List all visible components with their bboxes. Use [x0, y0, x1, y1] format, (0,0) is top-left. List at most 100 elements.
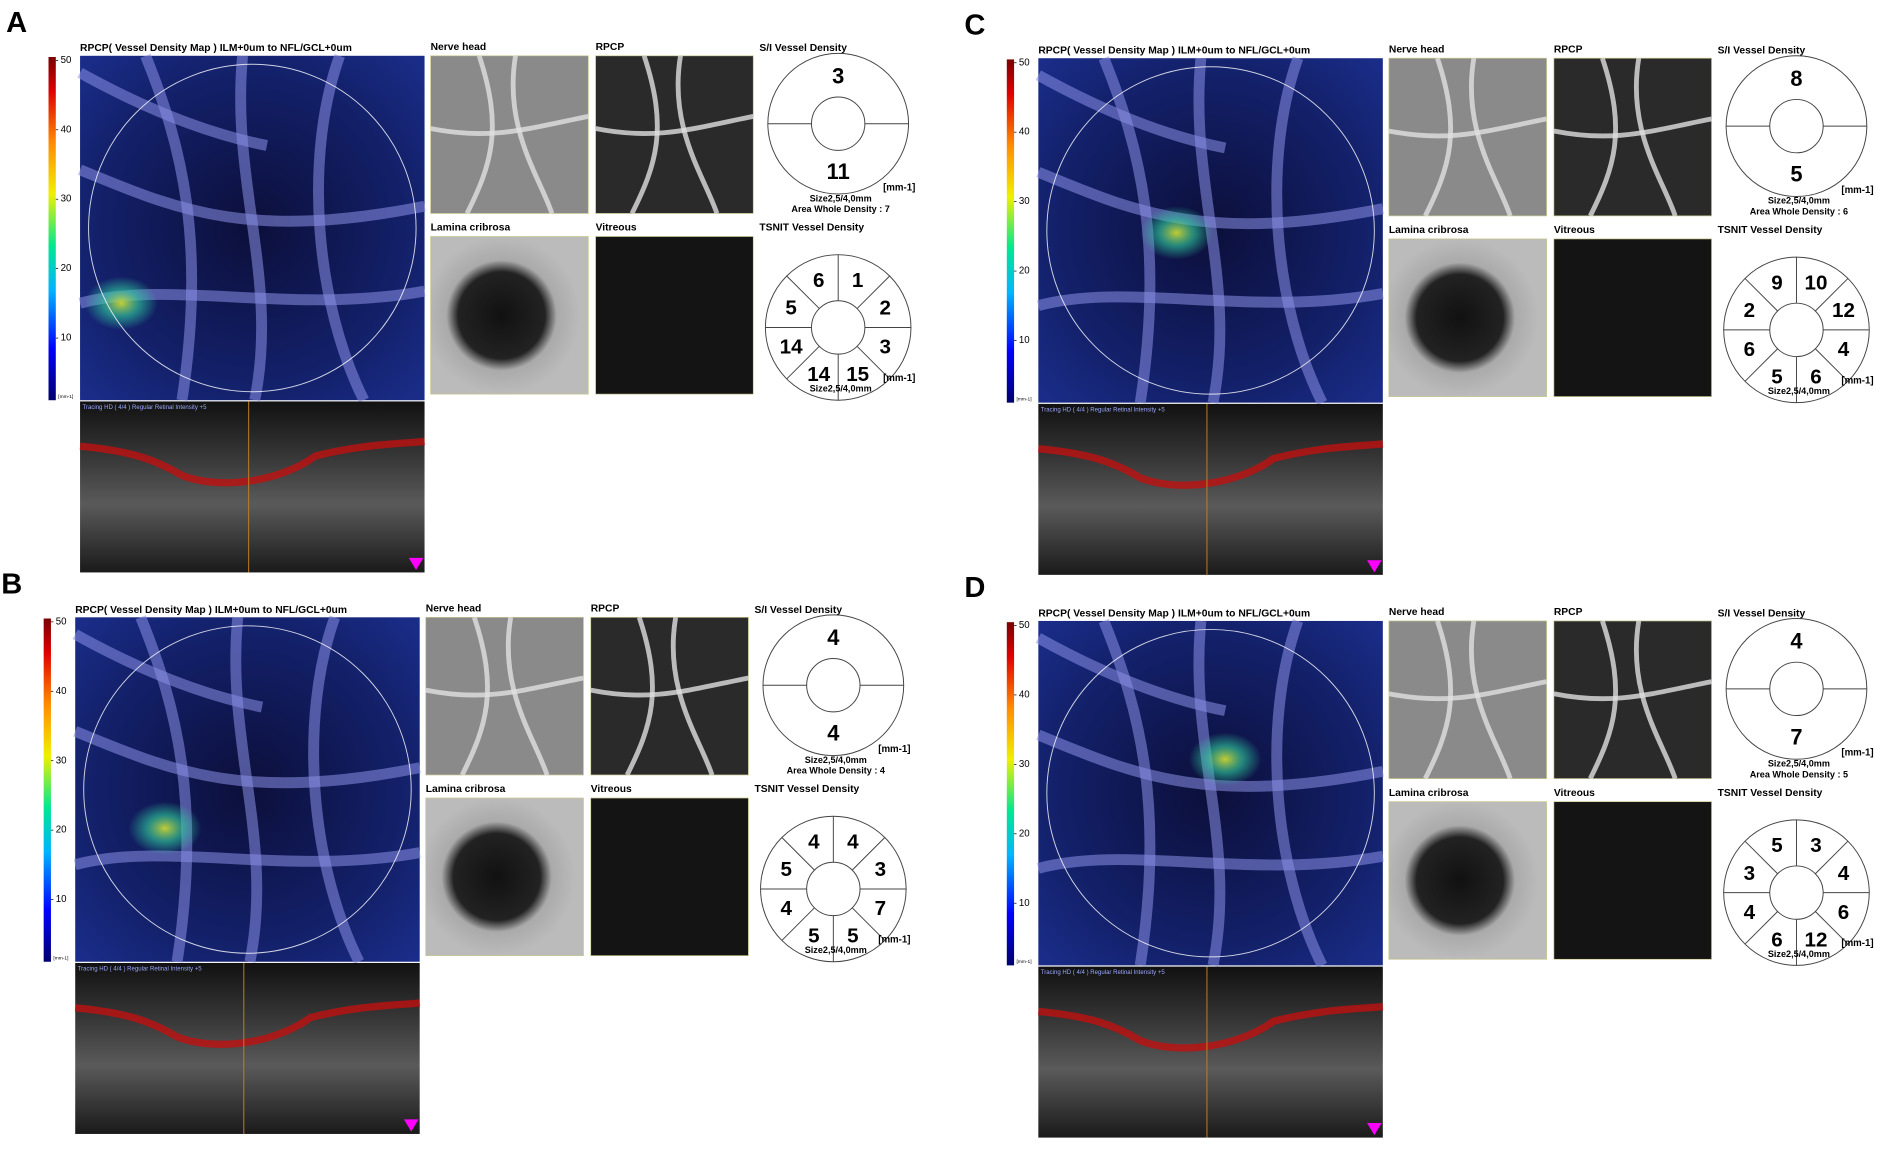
density-hotspot: [1188, 732, 1262, 786]
vessel: [1553, 116, 1713, 139]
tsnit-sector-value: 6: [813, 269, 824, 292]
vessel: [425, 675, 584, 698]
vessel: [135, 615, 193, 963]
image-label: Lamina cribrosa: [431, 223, 511, 234]
oct-scan: [75, 962, 420, 1134]
vessel: [1633, 57, 1678, 217]
vessel: [595, 114, 754, 136]
colorbar-tick-label: 10: [61, 333, 72, 344]
panel-letter: A: [6, 7, 27, 39]
vessel: [459, 616, 490, 777]
tsnit-sector-value: 6: [1838, 901, 1849, 924]
si-area: Area Whole Density : 7: [791, 204, 889, 214]
tsnit-sector-value: 5: [785, 297, 796, 320]
scan-circle: [83, 625, 412, 954]
panel: D RPCP( Vessel Density Map ) ILM+0um to N…: [964, 572, 1874, 1138]
colorbar-tick-label: 50: [1019, 620, 1030, 631]
tsnit-divider: [1814, 278, 1849, 312]
vessel: [78, 164, 426, 227]
tsnit-size: Size2,5/4,0mm: [1768, 949, 1830, 959]
oct-header: Tracing HD ( 4/4 ) Regular Retinal Inten…: [1041, 970, 1166, 976]
colorbar-tick-label: 30: [61, 194, 72, 205]
vessel: [1036, 729, 1384, 792]
panel: A RPCP( Vessel Density Map ) ILM+0um to N…: [6, 7, 915, 573]
tsnit-divider: [1744, 348, 1778, 382]
colorbar: [48, 57, 56, 401]
tsnit-sector-value: 4: [808, 831, 820, 854]
map-title: RPCP( Vessel Density Map ) ILM+0um to NF…: [1038, 608, 1310, 619]
si-title: S/I Vessel Density: [1718, 46, 1806, 57]
image-label: RPCP: [1554, 607, 1583, 618]
tsnit-divider: [1814, 840, 1849, 875]
tsnit-sector-value: 4: [1744, 901, 1756, 924]
image-label: Nerve head: [431, 42, 487, 53]
tsnit-sector-value: 6: [1810, 366, 1821, 389]
tsnit-divider: [851, 837, 886, 871]
vessel: [1553, 679, 1713, 702]
vessel: [430, 114, 589, 136]
si-size: Size2,5/4,0mm: [805, 755, 867, 765]
image-label: Lamina cribrosa: [426, 784, 506, 795]
tsnit-divider: [1814, 911, 1849, 945]
tsnit-sector-value: 5: [1771, 834, 1782, 857]
vessel: [308, 615, 364, 965]
map-title: RPCP( Vessel Density Map ) ILM+0um to NF…: [1038, 46, 1310, 57]
image-label: RPCP: [596, 42, 625, 53]
tsnit-divider: [1744, 911, 1778, 945]
vessel: [1036, 288, 1384, 311]
density-hotspot: [1140, 206, 1214, 260]
colorbar-tick-label: 40: [1019, 127, 1030, 138]
tsnit-title: TSNIT Vessel Density: [759, 223, 864, 234]
si-size: Size2,5/4,0mm: [1768, 758, 1830, 768]
oct-image: [425, 797, 584, 957]
si-unit: [mm-1]: [883, 183, 915, 194]
oct-image: [1388, 238, 1547, 397]
oct-image: [1553, 801, 1712, 960]
panel-letter: B: [1, 568, 22, 600]
vessel: [1423, 57, 1454, 217]
tsnit-sector-value: 5: [781, 858, 792, 881]
si-inferior: 7: [1790, 724, 1802, 749]
image-label: Lamina cribrosa: [1389, 225, 1469, 236]
tsnit-sector-value: 4: [1838, 338, 1850, 361]
colorbar-tick-label: 50: [61, 55, 72, 66]
vessel: [73, 726, 421, 789]
oct-header: Tracing HD ( 4/4 ) Regular Retinal Inten…: [1041, 408, 1166, 414]
vessel: [464, 55, 495, 215]
colorbar-tick-label: 20: [61, 263, 72, 274]
colorbar-tick-label: 40: [56, 686, 67, 697]
vessel: [73, 847, 421, 870]
tsnit-sector-value: 2: [880, 297, 891, 320]
vessel: [1036, 850, 1384, 874]
vessel: [1588, 57, 1618, 217]
vessel: [629, 55, 660, 215]
colorbar-tick-label: 20: [1019, 266, 1030, 277]
scan-circle: [1046, 66, 1375, 395]
vessel: [77, 67, 268, 151]
si-area: Area Whole Density : 5: [1750, 769, 1848, 779]
tsnit-sector-value: 5: [808, 925, 819, 948]
si-area: Area Whole Density : 6: [1750, 207, 1848, 217]
si-unit: [mm-1]: [1841, 185, 1873, 196]
colorbar-tick-label: 40: [61, 124, 72, 135]
tsnit-size: Size2,5/4,0mm: [805, 945, 867, 955]
vessel: [1271, 56, 1328, 406]
tsnit-sector-value: 7: [875, 897, 886, 920]
vessel: [1388, 116, 1548, 139]
tsnit-sector-value: 15: [846, 363, 869, 386]
panel: C RPCP( Vessel Density Map ) ILM+0um to N…: [964, 9, 1874, 575]
oct-marker: [1367, 1123, 1382, 1136]
tsnit-sector-value: 4: [847, 831, 859, 854]
si-inferior: 11: [827, 159, 850, 184]
image-label: Lamina cribrosa: [1389, 788, 1469, 799]
colorbar-tick-label: 20: [56, 825, 67, 836]
image-label: RPCP: [1554, 44, 1583, 55]
tsnit-sector-value: 3: [1810, 834, 1821, 857]
tsnit-size: Size2,5/4,0mm: [810, 384, 872, 394]
si-title: S/I Vessel Density: [754, 605, 842, 616]
colorbar-tick-label: 10: [1019, 335, 1030, 346]
vessel: [1633, 620, 1678, 780]
vessel: [590, 675, 749, 698]
